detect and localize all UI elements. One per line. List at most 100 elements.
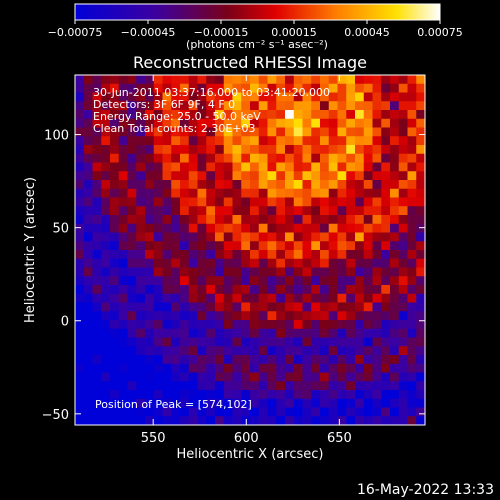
heatmap-cell xyxy=(276,223,286,234)
heatmap-cell xyxy=(75,232,85,242)
heatmap-cell xyxy=(328,241,339,251)
heatmap-cell xyxy=(320,118,330,129)
heatmap-cell xyxy=(285,197,295,207)
heatmap-cell xyxy=(171,110,181,120)
heatmap-cell xyxy=(346,416,356,425)
heatmap-cell xyxy=(302,293,312,304)
heatmap-cell xyxy=(136,118,146,129)
heatmap-cell xyxy=(372,136,382,146)
heatmap-cell xyxy=(258,110,269,120)
heatmap-cell xyxy=(250,293,260,304)
heatmap-cell xyxy=(162,416,172,425)
x-tick-label: 550 xyxy=(141,431,166,446)
heatmap-cell xyxy=(232,293,242,304)
heatmap-cell xyxy=(398,92,409,102)
heatmap-cell xyxy=(276,346,286,356)
heatmap-cell xyxy=(223,110,234,120)
heatmap-cell xyxy=(250,267,260,277)
heatmap-cell xyxy=(171,215,181,225)
heatmap-cell xyxy=(328,346,339,356)
heatmap-cell xyxy=(311,372,321,382)
heatmap-cell xyxy=(145,171,155,181)
heatmap-cell xyxy=(416,118,425,129)
heatmap-cell xyxy=(223,407,234,417)
heatmap-cell xyxy=(311,92,321,102)
heatmap-cell xyxy=(372,276,382,286)
heatmap-cell xyxy=(285,302,295,312)
heatmap-cell xyxy=(250,232,260,242)
heatmap-cell xyxy=(346,188,356,199)
heatmap-cell xyxy=(118,171,129,181)
heatmap-cell xyxy=(293,267,304,277)
heatmap-cell xyxy=(320,398,330,409)
heatmap-cell xyxy=(337,293,347,304)
heatmap-cell xyxy=(206,118,216,129)
heatmap-cell xyxy=(188,215,199,225)
heatmap-cell xyxy=(390,381,400,391)
heatmap-cell xyxy=(407,162,417,172)
heatmap-cell xyxy=(206,223,216,234)
heatmap-cell xyxy=(162,145,172,155)
heatmap-cell xyxy=(267,293,277,304)
heatmap-cell xyxy=(267,153,277,164)
heatmap-cell xyxy=(162,381,172,391)
heatmap-cell xyxy=(232,355,242,365)
heatmap-cell xyxy=(197,171,207,181)
heatmap-cell xyxy=(337,232,347,242)
heatmap-cell xyxy=(136,101,146,111)
heatmap-cell xyxy=(118,118,129,129)
heatmap-cell xyxy=(145,381,155,391)
heatmap-cell xyxy=(302,372,312,382)
heatmap-cell xyxy=(215,118,225,129)
heatmap-cell xyxy=(215,320,225,330)
heatmap-cell xyxy=(197,92,207,102)
heatmap-cell xyxy=(416,92,425,102)
heatmap-cell xyxy=(363,258,374,269)
heatmap-cell xyxy=(197,110,207,120)
heatmap-cell xyxy=(381,110,391,120)
heatmap-cell xyxy=(171,145,181,155)
heatmap-cell xyxy=(407,328,417,339)
heatmap-cell xyxy=(390,145,400,155)
heatmap-cell xyxy=(355,83,365,94)
heatmap-cell xyxy=(162,328,172,339)
heatmap-cell xyxy=(118,101,129,111)
heatmap-cell xyxy=(337,118,347,129)
heatmap-cell xyxy=(241,118,251,129)
heatmap-cell xyxy=(337,398,347,409)
heatmap-cell xyxy=(75,223,85,234)
heatmap-cell xyxy=(180,320,190,330)
heatmap-cell xyxy=(258,320,269,330)
heatmap-cell xyxy=(250,320,260,330)
heatmap-cell xyxy=(258,83,269,94)
heatmap-cell xyxy=(118,145,129,155)
heatmap-cell xyxy=(75,337,85,347)
heatmap-cell xyxy=(276,302,286,312)
heatmap-cell xyxy=(153,180,164,190)
heatmap-cell xyxy=(136,162,146,172)
heatmap-cell xyxy=(162,258,172,269)
heatmap-cell xyxy=(145,355,155,365)
heatmap-cell xyxy=(232,145,242,155)
heatmap-cell xyxy=(398,346,409,356)
heatmap-cell xyxy=(241,92,251,102)
heatmap-cell xyxy=(197,320,207,330)
heatmap-cell xyxy=(153,267,164,277)
heatmap-cell xyxy=(215,232,225,242)
heatmap-cell xyxy=(197,363,207,374)
heatmap-cell xyxy=(285,101,295,111)
heatmap-cell xyxy=(320,258,330,269)
heatmap-cell xyxy=(320,197,330,207)
heatmap-cell xyxy=(320,390,330,400)
heatmap-cell xyxy=(407,232,417,242)
heatmap-cell xyxy=(136,197,146,207)
heatmap-cell xyxy=(180,302,190,312)
heatmap-cell xyxy=(302,355,312,365)
heatmap-cell xyxy=(311,153,321,164)
heatmap-cell xyxy=(372,118,382,129)
heatmap-cell xyxy=(320,188,330,199)
heatmap-cell xyxy=(136,241,146,251)
heatmap-cell xyxy=(293,241,304,251)
heatmap-cell xyxy=(328,232,339,242)
heatmap-cell xyxy=(328,250,339,260)
